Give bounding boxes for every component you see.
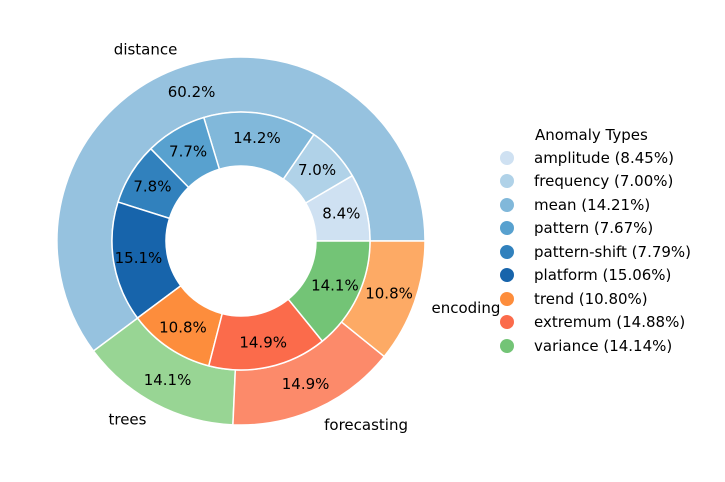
legend-marker-variance <box>500 338 514 353</box>
legend-label-mean: mean (14.21%) <box>534 195 651 214</box>
legend-item-mean: mean (14.21%) <box>496 193 691 217</box>
legend: Anomaly Types amplitude (8.45%) frequency… <box>496 124 691 358</box>
legend-label-platform: platform (15.06%) <box>534 266 672 285</box>
outer-category-label-distance: distance <box>114 40 178 58</box>
legend-label-trend: trend (10.80%) <box>534 289 648 308</box>
inner-pct-label-frequency: 7.0% <box>298 161 336 179</box>
legend-marker-mean <box>500 197 514 212</box>
legend-label-amplitude: amplitude (8.45%) <box>534 148 674 167</box>
legend-label-pattern: pattern (7.67%) <box>534 219 654 238</box>
legend-title: Anomaly Types <box>535 126 648 144</box>
inner-slice-variance <box>287 240 371 342</box>
outer-pct-label-distance: 60.2% <box>168 83 216 101</box>
legend-item-pattern: pattern (7.67%) <box>496 217 691 241</box>
legend-marker-frequency <box>500 174 514 189</box>
legend-items: amplitude (8.45%) frequency (7.00%) mean (… <box>496 146 691 358</box>
outer-category-label-trees: trees <box>108 411 146 429</box>
outer-ring <box>56 56 426 426</box>
legend-item-platform: platform (15.06%) <box>496 264 691 288</box>
inner-ring <box>111 111 371 371</box>
inner-pct-label-extremum: 14.9% <box>239 334 287 352</box>
legend-marker-platform <box>500 268 514 283</box>
outer-category-label-encoding: encoding <box>431 299 500 317</box>
legend-item-variance: variance (14.14%) <box>496 334 691 358</box>
legend-item-amplitude: amplitude (8.45%) <box>496 146 691 170</box>
inner-pct-label-pattern-shift: 7.8% <box>133 178 171 196</box>
inner-pct-label-trend: 10.8% <box>159 318 207 336</box>
legend-label-frequency: frequency (7.00%) <box>534 172 674 191</box>
outer-pct-label-encoding: 10.8% <box>365 284 413 302</box>
legend-item-frequency: frequency (7.00%) <box>496 170 691 194</box>
legend-marker-trend <box>500 291 514 306</box>
legend-item-extremum: extremum (14.88%) <box>496 311 691 335</box>
legend-item-pattern-shift: pattern-shift (7.79%) <box>496 240 691 264</box>
legend-label-variance: variance (14.14%) <box>534 336 673 355</box>
outer-category-label-forecasting: forecasting <box>324 416 408 434</box>
inner-pct-label-amplitude: 8.4% <box>322 205 360 223</box>
legend-marker-amplitude <box>500 150 514 165</box>
chart-labels: 60.2% 14.1% 14.9% 10.8% 8.4% 7.0% 14.2% 7.7% 7.8… <box>108 40 500 434</box>
inner-pct-label-platform: 15.1% <box>115 249 163 267</box>
outer-pct-label-forecasting: 14.9% <box>282 375 330 393</box>
inner-pct-label-mean: 14.2% <box>233 129 281 147</box>
outer-pct-label-trees: 14.1% <box>144 371 192 389</box>
legend-label-pattern-shift: pattern-shift (7.79%) <box>534 242 692 261</box>
inner-pct-label-variance: 14.1% <box>311 277 359 295</box>
legend-marker-pattern <box>500 221 514 236</box>
legend-item-trend: trend (10.80%) <box>496 287 691 311</box>
inner-pct-label-pattern: 7.7% <box>169 142 207 160</box>
legend-label-extremum: extremum (14.88%) <box>534 313 686 332</box>
legend-marker-extremum <box>500 315 514 330</box>
legend-marker-pattern-shift <box>500 244 514 259</box>
